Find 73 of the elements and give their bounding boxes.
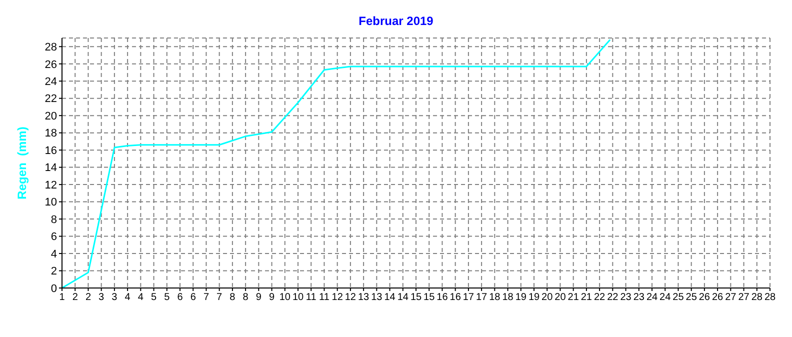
y-tick-label: 24 [44, 76, 57, 88]
x-tick-label: 11 [319, 292, 330, 304]
x-tick-label: 13 [358, 292, 370, 304]
x-tick-label: 17 [476, 292, 488, 304]
y-tick-label: 16 [44, 144, 57, 157]
x-tick-label: 8 [242, 292, 249, 304]
x-tick-label: 6 [190, 292, 196, 304]
x-tick-label: 5 [150, 292, 157, 304]
x-tick-label: 22 [607, 292, 619, 304]
y-axis-title: Regen (mm) [15, 126, 29, 200]
chart-title: Februar 2019 [358, 14, 434, 28]
x-tick-label: 1 [59, 292, 66, 304]
x-tick-label: 27 [725, 292, 737, 304]
x-tick-label: 9 [268, 292, 275, 304]
y-tick-label: 18 [44, 128, 57, 140]
x-tick-label: 25 [686, 292, 698, 304]
x-tick-label: 21 [568, 292, 580, 304]
x-tick-label: 17 [462, 292, 474, 304]
x-tick-label: 18 [489, 292, 501, 304]
y-tick-label: 2 [50, 266, 57, 278]
x-tick-label: 27 [738, 292, 750, 304]
y-tick-label: 26 [44, 58, 57, 71]
x-tick-label: 23 [620, 292, 632, 304]
x-tick-label: 20 [542, 292, 554, 304]
x-tick-label: 6 [177, 292, 184, 304]
x-tick-label: 10 [279, 292, 291, 304]
x-tick-label: 11 [306, 292, 317, 304]
x-tick-label: 26 [712, 292, 724, 304]
x-tick-label: 20 [554, 292, 566, 304]
y-tick-label: 4 [50, 248, 57, 260]
line-series [62, 38, 611, 288]
y-tick-label: 10 [44, 196, 57, 209]
x-tick-label: 7 [203, 292, 210, 304]
x-tick-label: 8 [230, 292, 236, 304]
y-tick-label: 20 [44, 110, 57, 122]
x-tick-label: 19 [515, 292, 527, 304]
x-tick-label: 18 [502, 292, 514, 304]
x-tick-label: 7 [216, 292, 223, 304]
x-tick-label: 16 [450, 292, 462, 304]
x-tick-label: 9 [256, 292, 262, 304]
x-tick-label: 5 [164, 292, 170, 304]
x-tick-label: 15 [410, 292, 422, 304]
x-tick-label: 13 [371, 292, 383, 304]
x-tick-label: 12 [344, 292, 356, 304]
x-tick-label: 2 [85, 292, 92, 304]
x-tick-label: 14 [397, 292, 409, 304]
x-tick-label: 2 [72, 292, 78, 304]
x-tick-label: 14 [384, 292, 396, 304]
x-tick-label: 10 [292, 292, 304, 304]
x-tick-label: 28 [764, 292, 776, 304]
x-tick-label: 16 [436, 292, 448, 304]
x-tick-label: 4 [124, 292, 131, 304]
x-tick-label: 19 [528, 292, 540, 304]
x-tick-label: 24 [646, 292, 658, 304]
x-tick-label: 12 [332, 292, 344, 304]
x-tick-label: 26 [698, 292, 710, 304]
x-tick-label: 21 [580, 292, 592, 304]
x-tick-label: 24 [660, 292, 672, 304]
y-tick-label: 14 [44, 162, 57, 174]
y-tick-label: 8 [50, 214, 57, 226]
x-tick-label: 3 [98, 292, 105, 304]
x-tick-label: 23 [633, 292, 645, 304]
x-tick-label: 28 [751, 292, 763, 304]
y-tick-label: 22 [44, 93, 57, 106]
x-tick-label: 4 [138, 292, 144, 304]
x-tick-label: 25 [672, 292, 684, 304]
x-tick-label: 3 [112, 292, 118, 304]
y-tick-label: 28 [44, 42, 57, 54]
y-tick-label: 0 [50, 282, 57, 295]
x-tick-label: 22 [594, 292, 606, 304]
y-tick-label: 12 [44, 179, 57, 192]
y-tick-label: 6 [50, 231, 57, 244]
x-tick-label: 15 [424, 292, 436, 304]
